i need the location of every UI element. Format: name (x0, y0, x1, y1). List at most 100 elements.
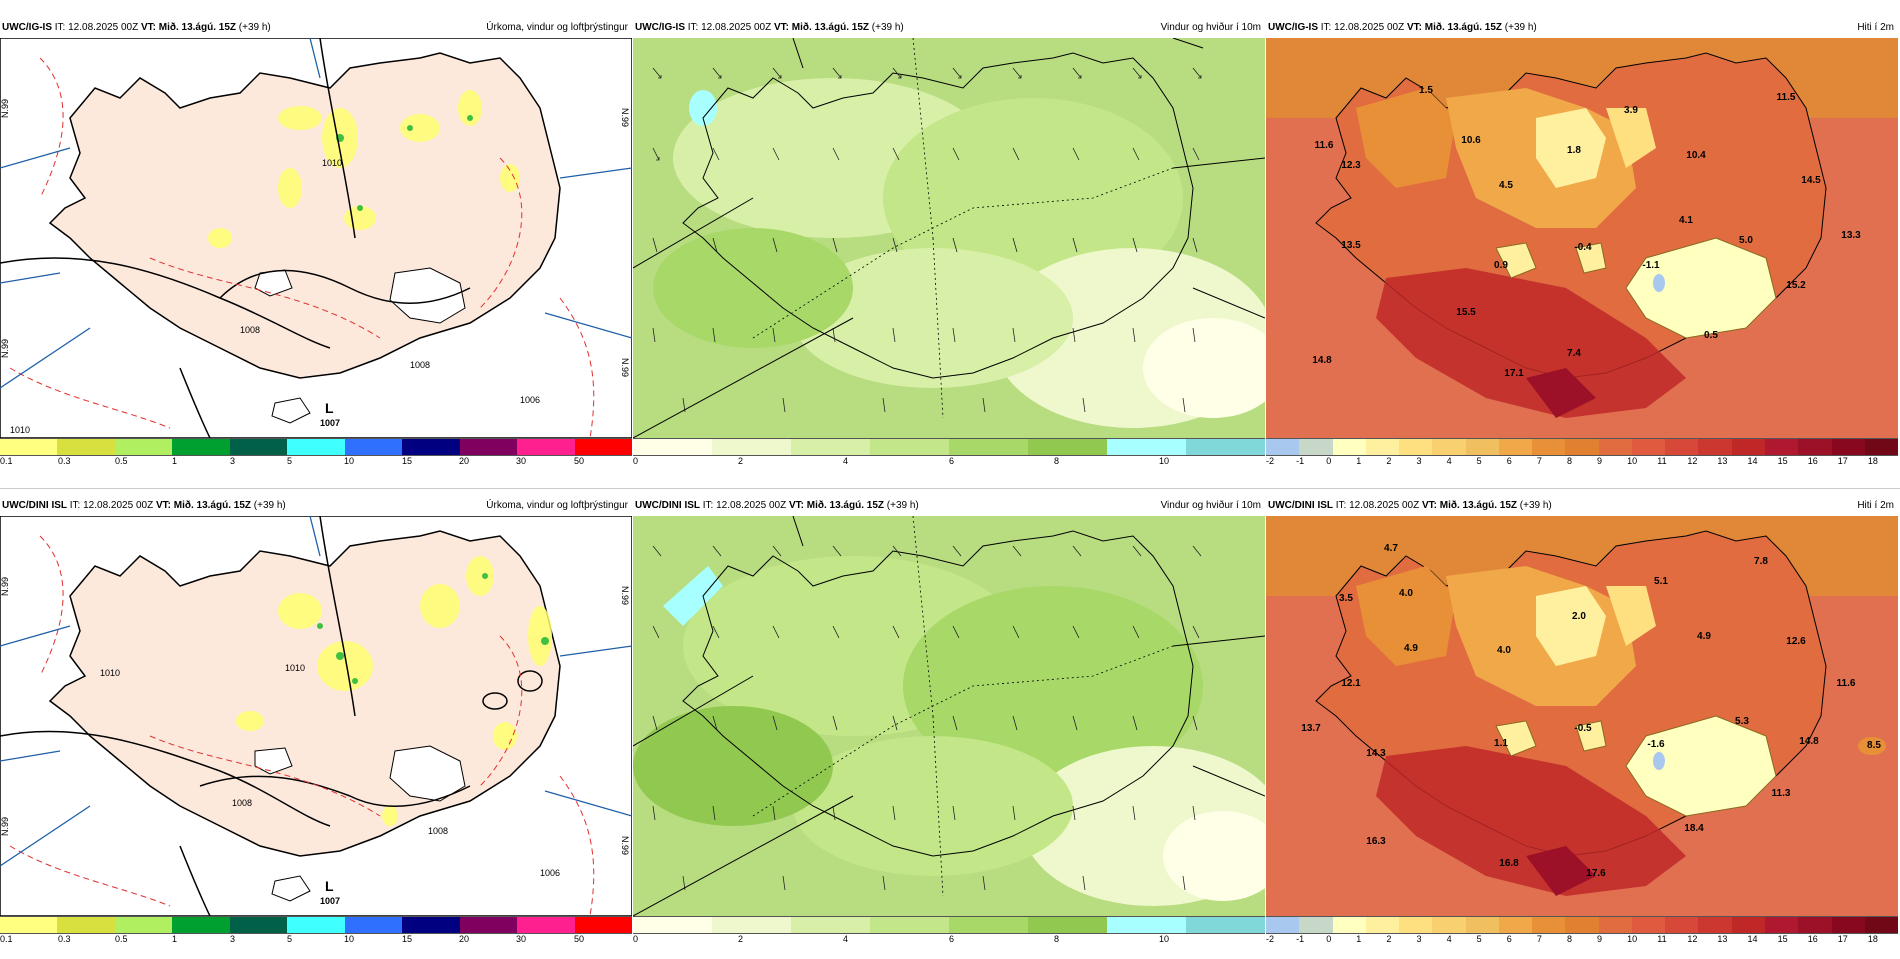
panel-wind-ig: UWC/IG-IS IT: 12.08.2025 00Z VT: Mið. 13… (633, 19, 1265, 481)
panel-title: Úrkoma, vindur og loftþrýstingur (486, 500, 628, 511)
isobar-label: 1010 (322, 158, 342, 168)
temp-map: 1.5 3.9 11.5 11.6 10.6 1.8 10.4 12.3 4.5 14.5 4.1 1… (1266, 38, 1898, 438)
tick-label: 13 (1717, 456, 1728, 466)
tick-label: 8 (1566, 934, 1572, 944)
tick-label: 3 (1416, 456, 1422, 466)
tick-label: 1 (172, 934, 178, 944)
color-swatch (1365, 439, 1400, 455)
model-name: UWC/IG-IS (2, 22, 52, 33)
valid-time: Mið. 13.ágú. 15Z (1424, 22, 1502, 33)
color-swatch (1631, 439, 1666, 455)
temperature-label: 1.5 (1419, 85, 1433, 96)
tick-label: 14 (1747, 934, 1758, 944)
color-swatch (459, 917, 518, 933)
tick-label: 20 (459, 456, 470, 466)
tick-label: 4 (843, 934, 849, 944)
temperature-label: 8.5 (1867, 740, 1881, 751)
temperature-label: 14.8 (1312, 355, 1332, 366)
valid-label: VT: (140, 22, 156, 33)
temperature-label: 16.3 (1366, 836, 1386, 847)
temperature-label: 5.1 (1654, 576, 1668, 587)
panel-header: UWC/IG-IS IT: 12.08.2025 00Z VT: Mið. 13… (633, 19, 1265, 37)
tick-label: 14 (1747, 456, 1758, 466)
panel-title: Vindur og hviður í 10m (1160, 22, 1261, 33)
color-swatch (1432, 439, 1466, 455)
panel-temp-dini: UWC/DINI ISL IT: 12.08.2025 00Z VT: Mið.… (1266, 497, 1899, 959)
tick-label: 6 (1506, 456, 1512, 466)
tick-label: 0 (633, 934, 639, 944)
color-swatch (1399, 439, 1433, 455)
temperature-label: 5.3 (1735, 716, 1749, 727)
tick-label: 0.3 (58, 456, 71, 466)
isobar-label: 1010 (10, 425, 30, 435)
color-swatch (1831, 439, 1865, 455)
panel-temp-ig: UWC/IG-IS IT: 12.08.2025 00Z VT: Mið. 13… (1266, 19, 1899, 481)
temperature-label: 12.1 (1341, 678, 1361, 689)
precip-map: 1010 1008 1010 1006 1008 L 1007 N.99 N.9… (0, 38, 632, 438)
color-swatch (1299, 917, 1333, 933)
color-swatch (1798, 917, 1832, 933)
lead-time: (+39 h) (1504, 22, 1537, 33)
color-swatch (1028, 439, 1107, 455)
temperature-label: -1.6 (1647, 739, 1665, 750)
temperature-label: 11.3 (1772, 788, 1791, 799)
temperature-label: 12.3 (1341, 160, 1361, 171)
tick-label: 15 (402, 456, 413, 466)
tick-label: 11 (1657, 934, 1667, 944)
color-swatch (1332, 917, 1366, 933)
color-swatch (1028, 917, 1107, 933)
color-swatch (402, 917, 460, 933)
color-swatch (712, 917, 791, 933)
tick-label: 16 (1807, 456, 1818, 466)
tick-label: 3 (230, 934, 236, 944)
temperature-label: 17.1 (1504, 368, 1524, 379)
color-swatch (870, 439, 949, 455)
graticule-label: N.99 (620, 586, 630, 605)
tick-label: 30 (516, 456, 527, 466)
temperature-label: 5.0 (1739, 235, 1753, 246)
tick-label: 0 (633, 456, 639, 466)
temperature-label: 0.9 (1494, 260, 1508, 271)
precip-colorbar (0, 438, 632, 456)
color-swatch (1764, 439, 1799, 455)
temperature-label: 2.0 (1572, 611, 1586, 622)
isobar-label: 1006 (520, 395, 540, 405)
tick-label: 15 (402, 934, 413, 944)
lead-time: (+39 h) (253, 500, 286, 511)
tick-label: 4 (843, 456, 849, 466)
row-separator (0, 488, 1900, 489)
tick-label: 6 (949, 456, 955, 466)
wind-map (633, 38, 1265, 438)
panel-header: UWC/IG-IS IT: 12.08.2025 00Z VT: Mið. 13… (1266, 19, 1898, 37)
temperature-label: -0.5 (1574, 723, 1592, 734)
color-swatch (1107, 917, 1186, 933)
temperature-label: 0.5 (1704, 330, 1718, 341)
color-swatch (949, 917, 1028, 933)
color-swatch (1332, 439, 1366, 455)
panel-header: UWC/DINI ISL IT: 12.08.2025 00Z VT: Mið.… (0, 497, 632, 515)
tick-label: 5 (1476, 934, 1482, 944)
color-swatch (517, 917, 575, 933)
low-pressure-letter: L (325, 878, 334, 894)
graticule-label: N.99 (620, 836, 630, 855)
color-swatch (1831, 917, 1865, 933)
temperature-label: 15.5 (1456, 307, 1476, 318)
isobar-label: 1010 (285, 663, 305, 673)
color-swatch (1698, 917, 1732, 933)
tick-label: 5 (287, 934, 293, 944)
color-swatch (287, 439, 345, 455)
panel-header: UWC/DINI ISL IT: 12.08.2025 00Z VT: Mið.… (1266, 497, 1898, 515)
tick-label: 2 (738, 456, 744, 466)
temperature-label: 14.3 (1366, 748, 1386, 759)
lead-time: (+39 h) (871, 22, 904, 33)
isobar-label: 1008 (410, 360, 430, 370)
color-swatch (1532, 439, 1566, 455)
tick-label: 1 (1356, 456, 1362, 466)
tick-label: 11 (1657, 456, 1667, 466)
color-swatch (1432, 917, 1466, 933)
color-swatch (1698, 439, 1732, 455)
tick-label: 1 (1356, 934, 1362, 944)
valid-label: VT: (788, 500, 804, 511)
color-swatch (1107, 439, 1186, 455)
tick-label: 0.1 (0, 934, 13, 944)
